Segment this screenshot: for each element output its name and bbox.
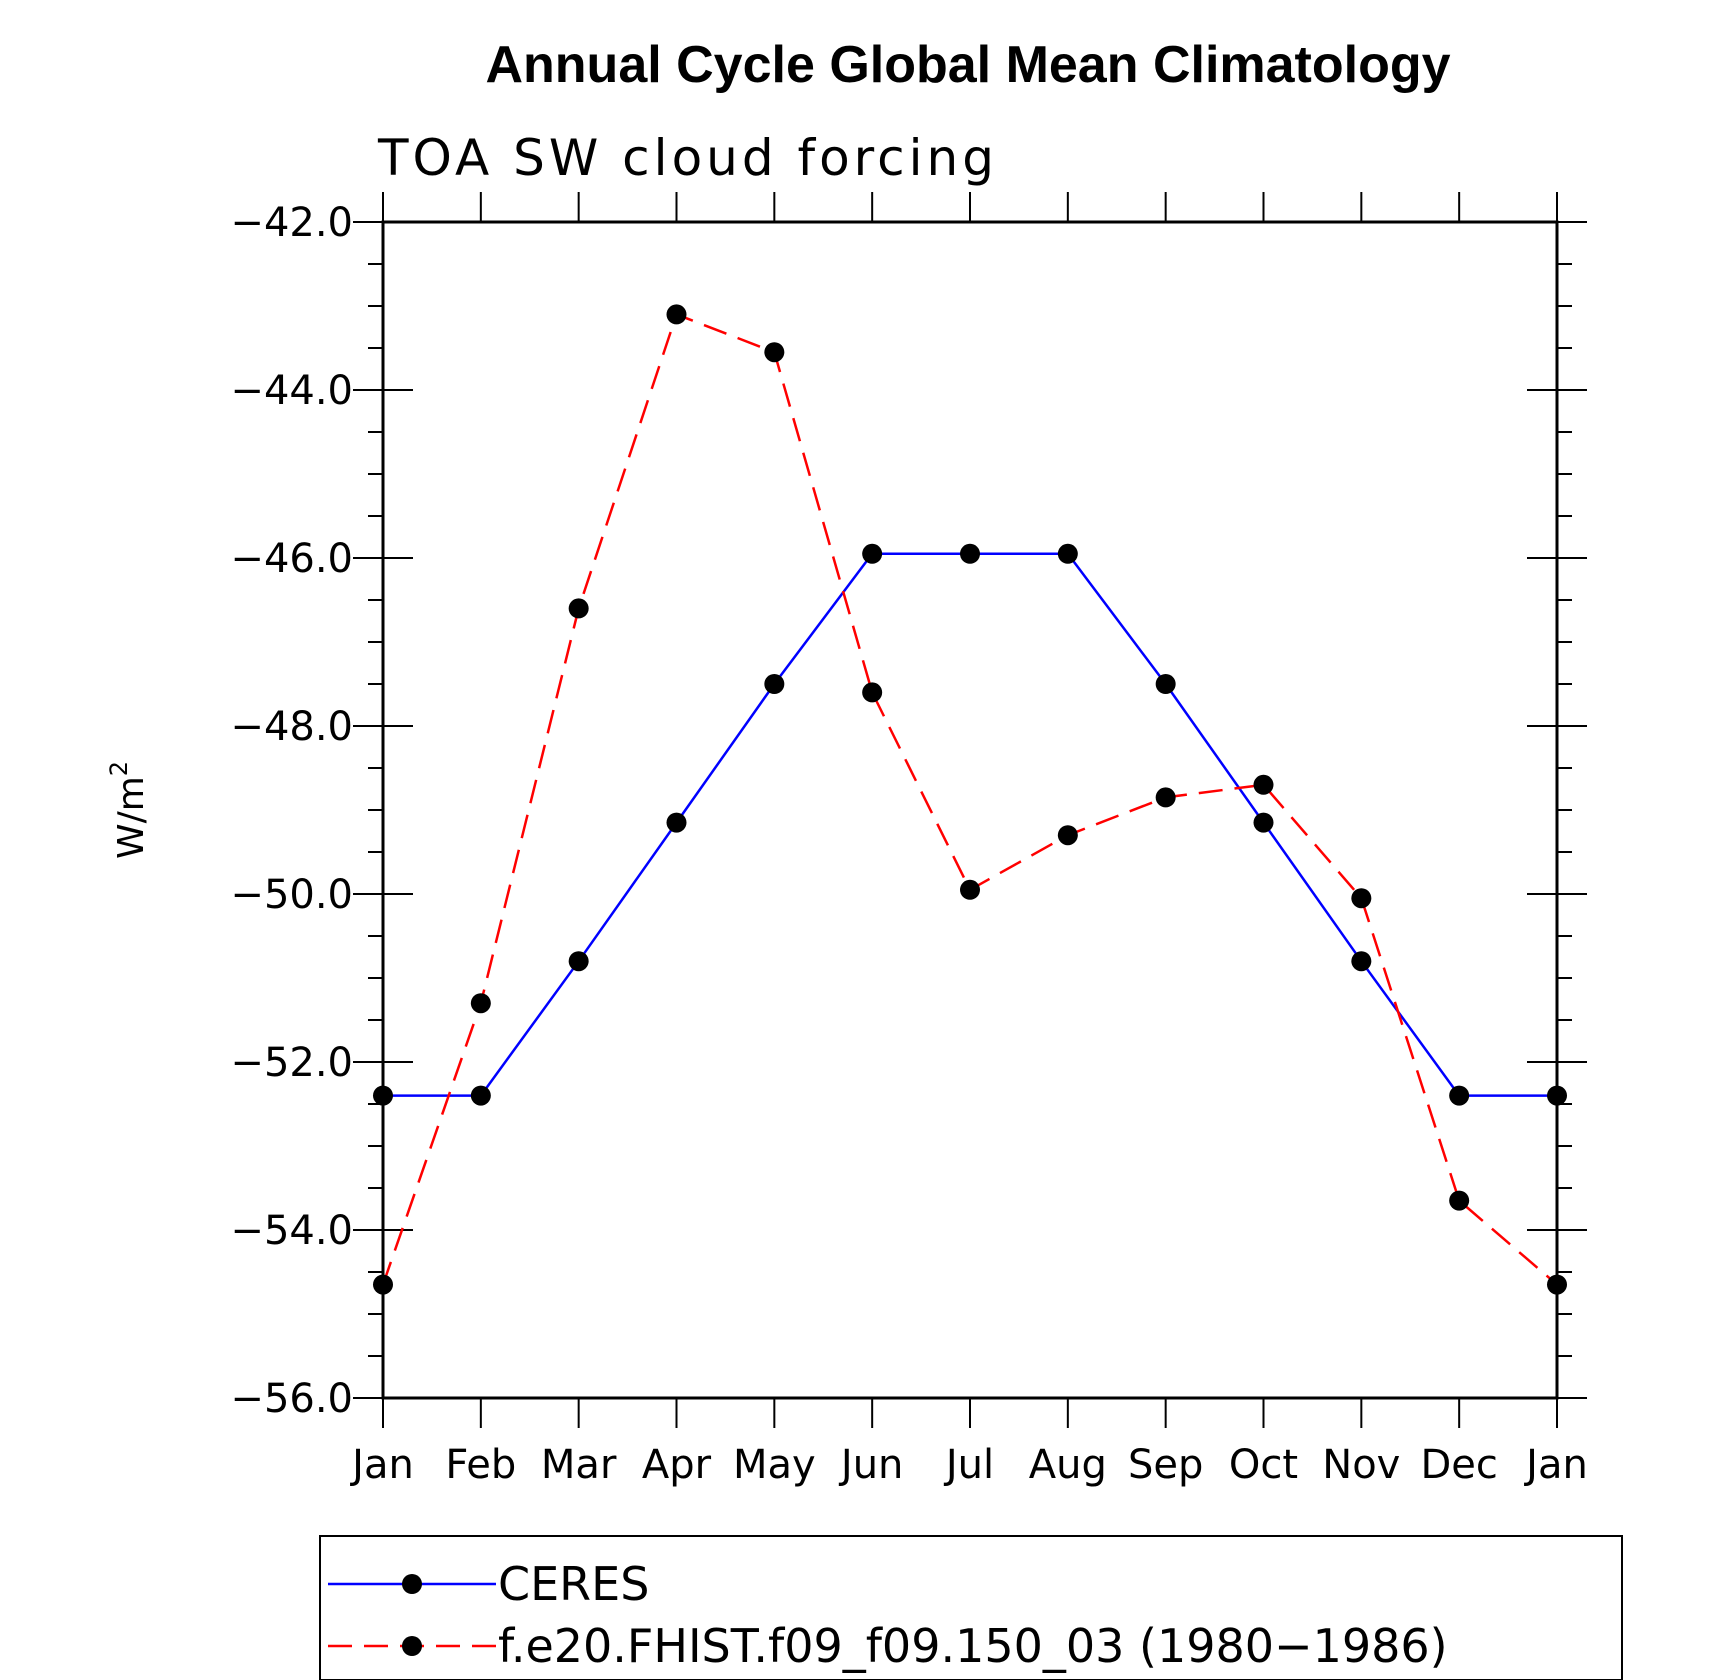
series-2-point xyxy=(666,304,687,325)
series-1-point xyxy=(1351,951,1372,972)
x-tick-label: Nov xyxy=(1322,1442,1400,1488)
x-tick-label: Jun xyxy=(838,1442,904,1488)
x-tick-label: Jul xyxy=(943,1442,994,1488)
y-tick-label: −48.0 xyxy=(230,704,353,750)
series-line-2 xyxy=(381,312,1558,1286)
legend-marker-2 xyxy=(402,1636,422,1656)
x-axis-ticks: Jan Feb Mar Apr May Jun Jul Aug Sep Oct Nov Dec Jan xyxy=(349,192,1588,1488)
series-points xyxy=(373,304,1567,1295)
y-tick-label: −50.0 xyxy=(230,872,353,918)
series-1-point xyxy=(568,951,589,972)
series-2-point xyxy=(1155,787,1176,808)
y-tick-label: −42.0 xyxy=(230,200,353,246)
plot-border xyxy=(381,220,1559,1400)
chart-title: Annual Cycle Global Mean Climatology xyxy=(485,36,1450,94)
legend-marker-1 xyxy=(402,1574,422,1594)
x-tick-label: Jan xyxy=(1523,1442,1588,1488)
series-1-point xyxy=(764,674,785,694)
x-tick-label: Aug xyxy=(1029,1442,1107,1488)
chart-subtitle: TOA SW cloud forcing xyxy=(377,129,998,187)
series-2-point xyxy=(960,879,980,900)
series-2-point xyxy=(764,342,785,363)
series-1-point xyxy=(470,1085,491,1106)
x-tick-label: Jan xyxy=(349,1442,414,1488)
x-tick-label: Sep xyxy=(1128,1442,1203,1488)
series-1-point xyxy=(1155,674,1176,694)
series-2-point xyxy=(470,993,491,1014)
series-1-point xyxy=(373,1085,393,1106)
series-line-1 xyxy=(383,552,1557,1097)
series-2-point xyxy=(373,1274,393,1295)
series-1-point xyxy=(862,543,883,564)
x-tick-label: Dec xyxy=(1420,1442,1497,1488)
series-1-point xyxy=(1253,812,1274,833)
legend-label-2: f.e20.FHIST.f09_f09.150_03 (1980−1986) xyxy=(498,1619,1448,1673)
legend: CERES f.e20.FHIST.f09_f09.150_03 (1980−19… xyxy=(319,1535,1623,1680)
x-tick-label: Oct xyxy=(1229,1442,1298,1488)
y-axis-label-superscript: 2 xyxy=(105,761,133,776)
series-1-point xyxy=(1547,1085,1567,1106)
x-tick-label: May xyxy=(733,1442,816,1488)
y-tick-label: −44.0 xyxy=(230,368,353,414)
y-axis-label: W/m2 xyxy=(105,761,152,859)
series-1-point xyxy=(1057,543,1078,564)
series-2-point xyxy=(1057,825,1078,846)
y-axis-label-text: W/m xyxy=(111,776,152,859)
series-2-point xyxy=(1351,888,1372,909)
x-tick-label: Apr xyxy=(642,1442,712,1488)
legend-box xyxy=(319,1535,1623,1680)
series-2-point xyxy=(862,682,883,703)
legend-label-1: CERES xyxy=(498,1557,649,1611)
series-2-point xyxy=(568,598,589,619)
series-2-point xyxy=(1449,1190,1470,1211)
y-tick-label: −56.0 xyxy=(230,1376,353,1422)
series-lines xyxy=(381,312,1558,1286)
y-tick-label: −46.0 xyxy=(230,536,353,582)
series-1-point xyxy=(666,812,687,833)
series-2-point xyxy=(1253,774,1274,795)
plot-frame xyxy=(381,220,1559,1400)
series-1-point xyxy=(1449,1085,1470,1106)
series-1-point xyxy=(960,543,980,564)
x-tick-label: Feb xyxy=(445,1442,516,1488)
series-2-point xyxy=(1547,1274,1567,1295)
x-tick-label: Mar xyxy=(541,1442,617,1488)
y-tick-label: −52.0 xyxy=(230,1040,353,1086)
y-tick-label: −54.0 xyxy=(230,1208,353,1254)
y-axis-ticks: −42.0 −44.0 −46.0 −48.0 −50.0 −52.0 −54.0 −56.0 xyxy=(230,200,1587,1422)
